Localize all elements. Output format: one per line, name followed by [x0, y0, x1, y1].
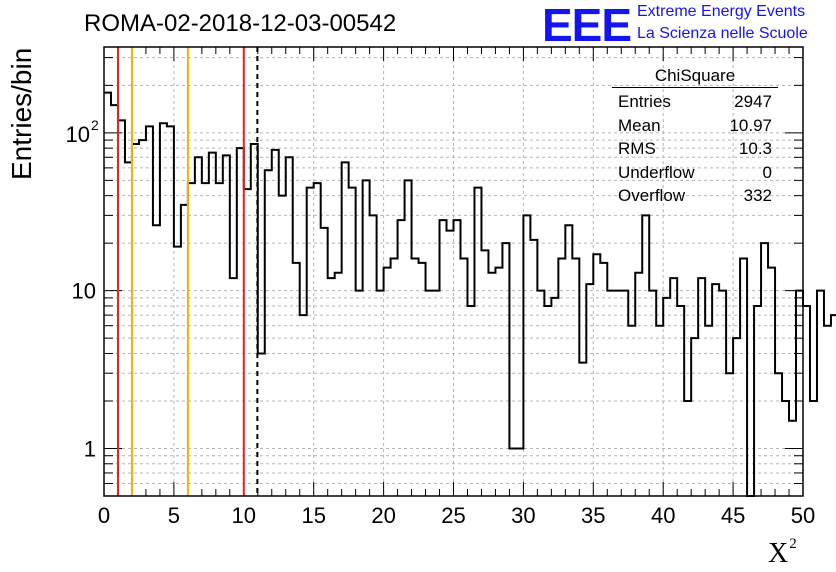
x-tick-label: 25 [441, 503, 465, 528]
stats-title: ChiSquare [612, 66, 778, 88]
logo-line-1: Extreme Energy Events [637, 3, 806, 20]
x-tick-label: 40 [651, 503, 675, 528]
y-tick-label: 10 [72, 279, 96, 304]
x-tick-label: 50 [791, 503, 815, 528]
x-axis-label: X2 [768, 536, 797, 569]
y-tick-exponent: 2 [91, 117, 99, 133]
stats-row: RMS 10.3 [618, 139, 772, 158]
x-tick-label: 10 [232, 503, 256, 528]
y-tick-label: 1 [84, 436, 96, 461]
x-tick-label: 5 [168, 503, 180, 528]
stats-row: Underflow 0 [618, 162, 772, 182]
x-tick-label: 45 [721, 503, 745, 528]
stats-box: ChiSquare Entries 2947 Mean 10.97 RMS 10.3 … [612, 66, 778, 208]
histogram-series [104, 91, 836, 497]
eee-logo: EEE [542, 0, 632, 51]
plot-frame [103, 46, 804, 497]
stats-row: Overflow 332 [618, 186, 772, 205]
y-tick-label: 10 [66, 122, 90, 147]
stats-row: Entries 2947 [618, 92, 772, 111]
logo-line-2: La Scienza nelle Scuole [637, 25, 808, 42]
stats-row: Mean 10.97 [618, 115, 772, 135]
chart-title: ROMA-02-2018-12-03-00542 [84, 10, 397, 37]
x-tick-label: 0 [98, 503, 110, 528]
x-tick-label: 15 [301, 503, 325, 528]
x-tick-label: 30 [511, 503, 535, 528]
y-axis-label: Entries/bin [6, 47, 37, 180]
x-tick-label: 35 [581, 503, 605, 528]
x-tick-label: 20 [371, 503, 395, 528]
